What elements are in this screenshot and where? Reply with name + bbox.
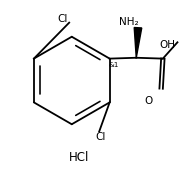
Text: Cl: Cl — [95, 132, 105, 142]
Text: &1: &1 — [109, 62, 119, 68]
Text: NH₂: NH₂ — [119, 17, 139, 27]
Text: Cl: Cl — [57, 14, 67, 24]
Polygon shape — [134, 28, 142, 58]
Text: HCl: HCl — [68, 151, 89, 164]
Text: O: O — [145, 96, 153, 106]
Text: OH: OH — [160, 40, 176, 50]
